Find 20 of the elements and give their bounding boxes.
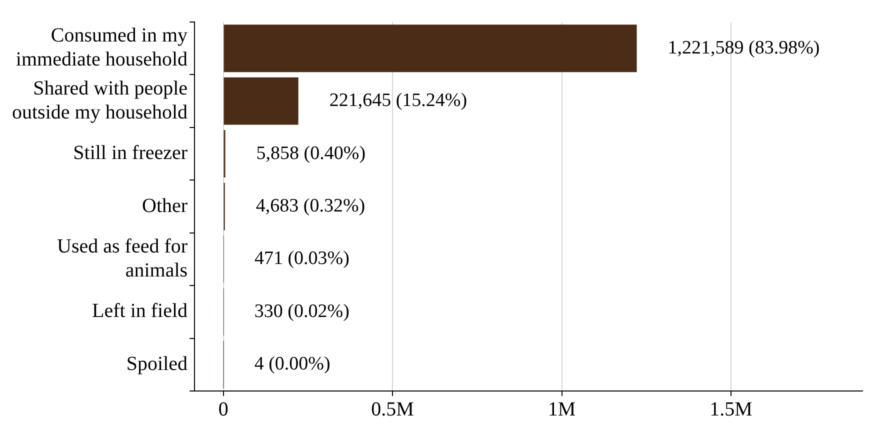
y-tick-label: Still in freezer <box>73 142 188 164</box>
data-label: 4,683 (0.32%) <box>256 195 366 216</box>
x-tick-label: 0 <box>218 398 228 420</box>
bar <box>224 24 637 72</box>
y-tick-label: Spoiled <box>126 352 188 375</box>
data-label: 471 (0.03%) <box>254 248 350 270</box>
bar <box>224 77 298 125</box>
data-label: 4 (0.00%) <box>254 354 330 375</box>
y-tick-label: Used as feed for animals <box>57 235 188 282</box>
data-label: 5,858 (0.40%) <box>256 142 366 164</box>
x-tick-label: 0.5M <box>371 398 414 420</box>
y-tick-label: Consumed in my immediate household <box>16 24 188 71</box>
x-tick-label: 1M <box>548 398 576 420</box>
x-tick-label: 1.5M <box>710 398 753 420</box>
data-label: 221,645 (15.24%) <box>329 90 468 112</box>
y-tick-label: Left in field <box>92 300 188 322</box>
y-tick-label: Shared with people outside my household <box>12 77 188 124</box>
data-label: 330 (0.02%) <box>254 300 350 322</box>
y-tick-label: Other <box>142 194 188 217</box>
data-label: 1,221,589 (83.98%) <box>668 37 820 58</box>
